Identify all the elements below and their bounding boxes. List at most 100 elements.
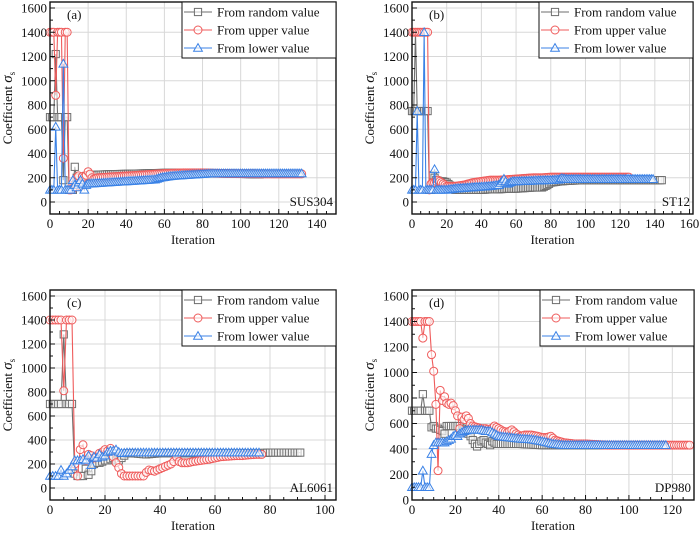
legend-item-lower: From lower value xyxy=(541,41,667,56)
x-tick-label: 0 xyxy=(47,216,54,231)
data-point-upper xyxy=(424,317,434,326)
y-tick-label: 400 xyxy=(390,442,410,457)
panel-label: (c) xyxy=(67,295,81,310)
data-point-lower xyxy=(417,465,429,475)
data-point-upper xyxy=(429,366,439,376)
x-tick-label: 120 xyxy=(663,502,683,517)
x-tick-label: 80 xyxy=(579,502,592,517)
y-tick-label: 800 xyxy=(28,385,48,400)
y-tick-label: 1000 xyxy=(383,73,409,88)
data-point-random xyxy=(70,162,79,171)
chart-panel-c: 0 20 40 60 80 1000200400600800100012001400160… xyxy=(0,289,337,533)
x-tick-label: 100 xyxy=(619,502,639,517)
material-label: ST12 xyxy=(662,194,690,209)
legend: From random value From upper value From lo… xyxy=(538,1,694,59)
legend-marker-upper xyxy=(193,25,203,35)
data-point-upper xyxy=(435,385,445,395)
series-lower xyxy=(44,444,265,480)
x-tick-label: 40 xyxy=(120,216,133,231)
x-tick-label: 140 xyxy=(307,216,327,231)
legend-box xyxy=(538,1,694,59)
legend: From random value From upper value From lo… xyxy=(539,289,695,347)
x-tick-label: 120 xyxy=(269,216,289,231)
data-point-random xyxy=(423,106,432,116)
series-lower xyxy=(44,58,307,194)
chart-panel-a: 0 20 40 60 80 100 120 1400200400600800100012001… xyxy=(0,1,337,247)
data-point-lower xyxy=(429,163,440,174)
legend-item-random: From random value xyxy=(184,293,320,308)
legend-label: From random value xyxy=(217,293,320,308)
y-tick-label: 0 xyxy=(41,195,48,210)
x-tick-label: 60 xyxy=(510,216,523,231)
x-tick-label: 100 xyxy=(231,216,251,231)
legend-label: From upper value xyxy=(217,23,310,38)
legend-marker-random xyxy=(550,7,560,17)
x-tick-label: 80 xyxy=(544,216,557,231)
y-tick-label: 1600 xyxy=(383,1,409,16)
x-tick-label: 20 xyxy=(440,216,453,231)
x-tick-label: 80 xyxy=(264,502,277,517)
data-point-random xyxy=(51,49,60,59)
x-tick-label: 100 xyxy=(576,216,596,231)
y-tick-label: 200 xyxy=(390,170,410,185)
x-tick-label: 60 xyxy=(536,502,549,517)
data-point-random xyxy=(418,390,427,399)
legend-marker-lower xyxy=(192,330,204,340)
y-tick-label: 200 xyxy=(390,467,410,482)
data-point-lower xyxy=(426,448,437,458)
y-tick-label: 1200 xyxy=(383,49,409,64)
data-point-lower xyxy=(411,105,423,115)
x-tick-label: 20 xyxy=(99,502,112,517)
y-tick-label: 1000 xyxy=(383,365,409,380)
x-tick-label: 40 xyxy=(154,502,167,517)
data-point-upper xyxy=(51,90,61,100)
data-point-upper xyxy=(427,350,437,360)
y-tick-label: 200 xyxy=(28,170,48,185)
y-tick-label: 800 xyxy=(390,98,410,113)
data-point-lower xyxy=(66,460,78,471)
panel-label: (a) xyxy=(67,7,81,22)
x-axis-title: Iteration xyxy=(531,518,576,533)
data-point-upper xyxy=(67,315,77,325)
data-point-upper xyxy=(62,27,72,37)
data-point-lower xyxy=(424,481,435,492)
data-point-lower xyxy=(660,439,672,449)
legend-item-random: From random value xyxy=(184,5,320,20)
y-tick-label: 400 xyxy=(28,433,48,448)
material-label: AL6061 xyxy=(290,480,333,495)
y-tick-label: 800 xyxy=(390,391,410,406)
x-tick-label: 160 xyxy=(680,216,700,231)
legend-marker-upper xyxy=(550,25,560,35)
y-tick-label: 1400 xyxy=(21,25,47,40)
data-point-upper xyxy=(58,153,68,163)
data-point-lower xyxy=(55,464,67,474)
legend-item-lower: From lower value xyxy=(184,329,310,344)
y-tick-label: 600 xyxy=(28,409,48,424)
x-tick-label: 0 xyxy=(409,502,416,517)
data-point-lower xyxy=(58,58,69,68)
y-tick-label: 1400 xyxy=(383,314,409,329)
data-point-lower xyxy=(253,447,265,457)
x-tick-label: 80 xyxy=(196,216,209,231)
legend-marker-upper xyxy=(551,313,561,323)
x-tick-label: 60 xyxy=(209,502,222,517)
legend-label: From upper value xyxy=(575,311,668,326)
panel-label: (b) xyxy=(429,7,444,22)
y-axis-title: Coefficient σs xyxy=(362,358,379,431)
legend-marker-lower xyxy=(549,42,561,52)
data-point-random xyxy=(59,330,68,339)
x-tick-label: 60 xyxy=(158,216,171,231)
y-tick-label: 0 xyxy=(403,493,410,508)
legend: From random value From upper value From lo… xyxy=(181,1,337,59)
y-tick-label: 1400 xyxy=(383,25,409,40)
y-tick-label: 600 xyxy=(28,122,48,137)
chart-panel-d: 0 20 40 60 80 100 1200200400600800100012001400… xyxy=(362,289,695,533)
data-point-random xyxy=(440,429,449,438)
legend-marker-lower xyxy=(192,42,204,52)
legend: From random value From upper value From lo… xyxy=(181,289,337,347)
y-tick-label: 1600 xyxy=(21,289,47,304)
legend-item-upper: From upper value xyxy=(541,23,667,38)
data-point-random xyxy=(67,399,77,409)
y-axis-title: Coefficient σs xyxy=(362,71,379,144)
